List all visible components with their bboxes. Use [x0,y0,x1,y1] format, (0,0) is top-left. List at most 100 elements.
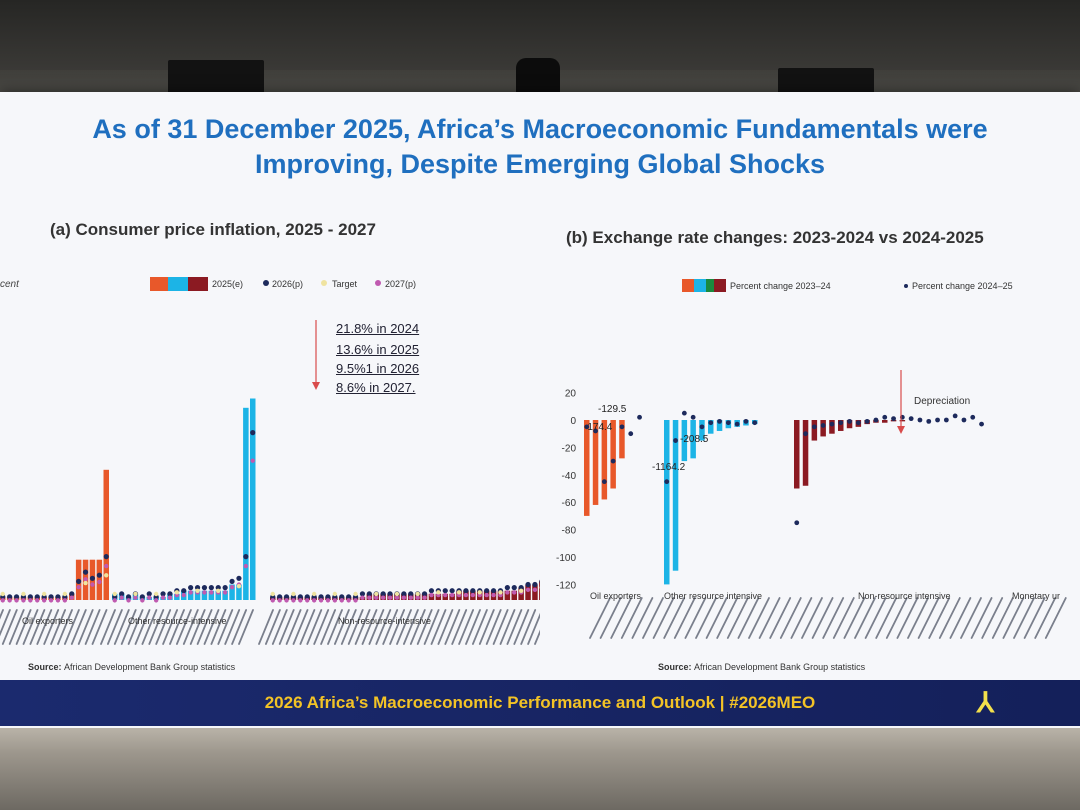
country-label [758,597,781,639]
inflation-dot-2027 [367,595,372,600]
country-label [673,597,696,639]
legend-swatch-2324-a [682,279,694,292]
fx-dot-2425 [926,418,932,424]
country-label [162,609,179,645]
country-label [231,609,248,645]
inflation-dot-2027 [277,598,282,603]
country-label [43,609,60,645]
inflation-dot-2027 [305,598,310,603]
country-label [1013,597,1035,639]
inflation-dot-2027 [346,598,351,603]
inflation-note-2024: 21.8% in 2024 [336,321,420,336]
fx-dot-2425 [743,418,749,424]
country-label [396,609,412,645]
afdb-logo: ⅄ [976,687,994,718]
inflation-dot-2026 [48,594,54,600]
country-label [451,609,468,645]
country-label [354,609,371,645]
inflation-dot-2026 [442,588,448,594]
inflation-dot-2026 [160,591,166,597]
chart-a-legend: 2025(e) 2026(p) Target 2027(p) [150,277,416,291]
country-label [340,609,357,645]
country-label [423,609,440,645]
country-label [84,609,101,645]
country-label [347,609,364,645]
fx-dot-2425 [637,414,642,420]
legend-swatch-2025c [188,277,208,291]
country-label [864,597,887,639]
inflation-dot-2027 [112,598,117,603]
chart-b-group-monetary: Monetary ur [1012,591,1060,601]
inflation-dot-2027 [126,598,131,603]
country-label [811,597,834,639]
inflation-dot-2027 [41,598,47,603]
inflation-bar [511,590,517,600]
country-label [471,609,488,645]
inflation-dot-2026 [146,591,152,597]
country-label [991,597,1014,639]
country-label [134,609,151,645]
fx-dot-2425 [681,410,687,416]
legend-label-2027: 2027(p) [385,279,416,289]
legend-dot-target [321,280,327,286]
chart-a-source-text: African Development Bank Group statistic… [64,662,236,672]
inflation-bar [229,584,235,600]
inflation-bar [222,590,228,600]
country-label [938,597,961,639]
inflation-dot-2026 [421,591,428,597]
country-label [409,609,426,645]
inflation-dot-2026 [366,591,372,597]
inflation-dot-2026 [250,430,256,436]
country-label [527,612,540,645]
inflation-bar [215,590,221,600]
inflation-dot-2027 [512,590,517,595]
country-label [320,609,337,645]
country-label [258,609,274,645]
inflation-bar [539,581,540,600]
inflation-dot-2026 [297,594,303,600]
country-label [361,609,378,645]
fx-bar [794,420,800,489]
inflation-dot-2027 [0,598,5,603]
country-label [29,609,46,645]
country-label [458,609,475,645]
country-label [631,597,654,639]
fx-dot-2425 [673,438,678,443]
legend-swatch-2025b [168,277,188,291]
country-label [107,609,123,645]
inflation-bar [243,407,249,600]
slide-footer: 2026 Africa’s Macroeconomic Performance … [0,680,1080,726]
country-label [599,597,622,639]
inflation-dot-2026 [380,591,386,597]
fx-dot-2425 [820,423,826,428]
country-label [64,609,80,645]
inflation-dot-2027 [209,590,214,595]
country-label [506,609,523,645]
country-label [949,597,972,639]
inflation-dot-target [83,580,88,586]
country-label [801,597,823,639]
inflation-dot-2027 [401,595,407,600]
country-label [1034,597,1057,639]
country-label [327,609,343,645]
chart-a-title: (a) Consumer price inflation, 2025 - 202… [50,220,376,239]
inflation-dot-target [291,591,296,597]
country-label [189,609,206,645]
y-tick-label: 0 [570,416,576,427]
inflation-dot-2027 [133,595,138,600]
inflation-dot-target [518,588,524,593]
inflation-dot-2027 [28,598,33,603]
country-label [705,597,728,639]
inflation-dot-2027 [463,592,469,598]
inflation-dot-target [436,590,441,595]
legend-dot-2027 [375,280,381,286]
inflation-dot-2026 [346,594,352,600]
fx-dot-2425 [838,420,844,426]
inflation-dot-2026 [208,585,214,591]
inflation-dot-2026 [103,554,109,560]
inflation-dot-2027 [449,592,455,598]
chart-a-arrowhead [312,382,320,390]
fx-dot-2425 [664,479,670,485]
inflation-dot-2027 [167,595,173,600]
fx-dot-2425 [811,424,817,430]
